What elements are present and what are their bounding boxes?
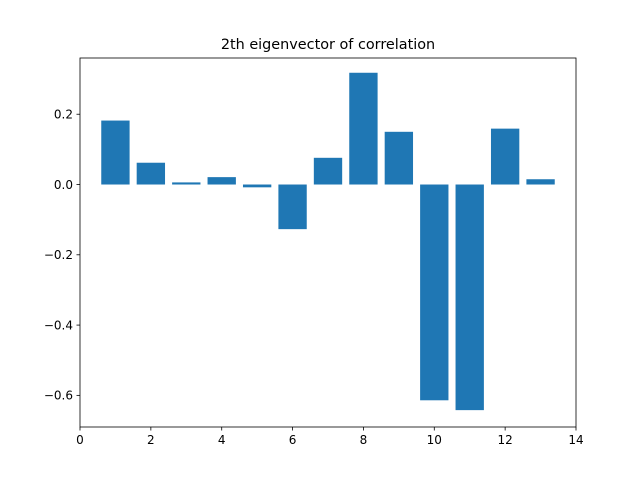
bar-5 xyxy=(242,184,272,188)
bar-6 xyxy=(278,184,307,230)
x-tick-label: 4 xyxy=(218,433,226,447)
y-tick-label: −0.6 xyxy=(44,389,73,403)
x-tick-label: 6 xyxy=(289,433,297,447)
x-tick-label: 10 xyxy=(427,433,442,447)
bar-11 xyxy=(455,184,484,411)
plot-frame xyxy=(79,57,577,428)
x-tick-label: 0 xyxy=(76,433,84,447)
x-tick-label: 14 xyxy=(568,433,583,447)
bar-9 xyxy=(384,131,414,185)
bar-10 xyxy=(420,184,449,401)
bar-2 xyxy=(136,162,166,185)
y-tick-label: −0.4 xyxy=(44,318,73,332)
bar-7 xyxy=(313,157,343,185)
bar-3 xyxy=(172,182,201,185)
bar-1 xyxy=(101,120,130,185)
chart-title: 2th eigenvector of correlation xyxy=(221,37,435,53)
bars-group xyxy=(101,72,555,411)
x-tick-label: 12 xyxy=(498,433,513,447)
y-axis-ticks: −0.6 −0.4 −0.2 0.0 0.2 xyxy=(44,108,80,403)
bar-12 xyxy=(490,128,520,185)
x-tick-label: 8 xyxy=(360,433,368,447)
bar-4 xyxy=(207,177,236,185)
y-tick-label: 0.0 xyxy=(54,178,73,192)
y-tick-label: −0.2 xyxy=(44,248,73,262)
x-axis-ticks: 0 2 4 6 8 10 12 14 xyxy=(76,427,584,447)
bar-13 xyxy=(526,179,555,185)
y-tick-label: 0.2 xyxy=(54,108,73,122)
x-tick-label: 2 xyxy=(147,433,155,447)
bar-8 xyxy=(349,72,378,185)
